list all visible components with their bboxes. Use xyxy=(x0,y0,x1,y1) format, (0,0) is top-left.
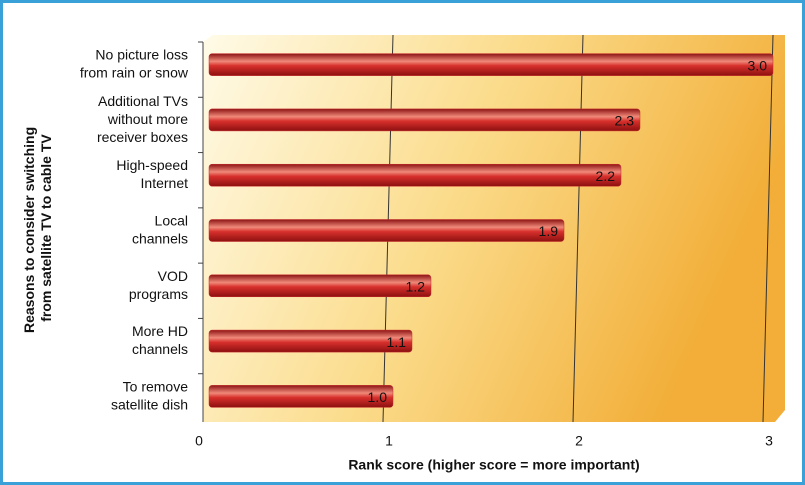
y-tick-label: VOD programs xyxy=(129,267,188,301)
y-tick-label-line: High-speed xyxy=(116,157,188,173)
grid-line xyxy=(762,34,774,423)
y-tick-label: Local channels xyxy=(132,212,188,246)
y-tick-label-line: satellite dish xyxy=(111,396,188,412)
y-tick-label: Additional TVs without more receiver boxes xyxy=(97,93,188,145)
y-tick-label-line: from rain or snow xyxy=(80,64,189,80)
y-tick-label: More HD channels xyxy=(132,323,188,357)
x-tick-label: 1 xyxy=(385,433,393,449)
bar xyxy=(208,274,432,298)
bar xyxy=(208,385,394,408)
y-tick-label-line: programs xyxy=(129,285,188,301)
x-tick-label: 3 xyxy=(765,433,773,449)
x-tick-label: 2 xyxy=(575,433,583,449)
y-tick-label-line: Local xyxy=(155,212,188,228)
value-label: 1.0 xyxy=(368,389,388,405)
y-tick-label-line: VOD xyxy=(158,267,188,283)
y-tick-label: High-speed Internet xyxy=(116,157,188,191)
y-tick-label-line: Additional TVs xyxy=(98,93,188,109)
y-tick-label-line: channels xyxy=(132,230,188,246)
y-tick-label-line: receiver boxes xyxy=(97,129,188,145)
value-label: 1.9 xyxy=(539,223,559,239)
y-axis-label: Reasons to consider switching from satel… xyxy=(21,123,54,333)
x-tick-label: 0 xyxy=(195,433,203,449)
value-label: 1.1 xyxy=(387,334,407,350)
y-tick-label-line: Internet xyxy=(141,175,189,191)
y-tick-label-line: To remove xyxy=(123,378,189,394)
value-label: 3.0 xyxy=(748,57,768,73)
value-label: 2.2 xyxy=(596,168,616,184)
y-tick-label: To remove satellite dish xyxy=(111,378,188,412)
grid-line xyxy=(572,34,584,423)
y-tick-label-line: No picture loss xyxy=(95,46,188,62)
bar xyxy=(208,163,622,187)
y-tick-label-line: without more xyxy=(107,111,188,127)
value-label: 1.2 xyxy=(406,278,426,294)
y-tick-label-line: channels xyxy=(132,341,188,357)
value-label: 2.3 xyxy=(615,113,635,129)
bar xyxy=(208,108,641,132)
bar xyxy=(208,53,774,76)
bar xyxy=(208,219,565,242)
x-axis-label: Rank score (higher score = more importan… xyxy=(348,457,639,473)
y-tick-label: No picture loss from rain or snow xyxy=(80,46,189,80)
y-tick-label-line: More HD xyxy=(132,323,188,339)
bar xyxy=(208,329,413,353)
